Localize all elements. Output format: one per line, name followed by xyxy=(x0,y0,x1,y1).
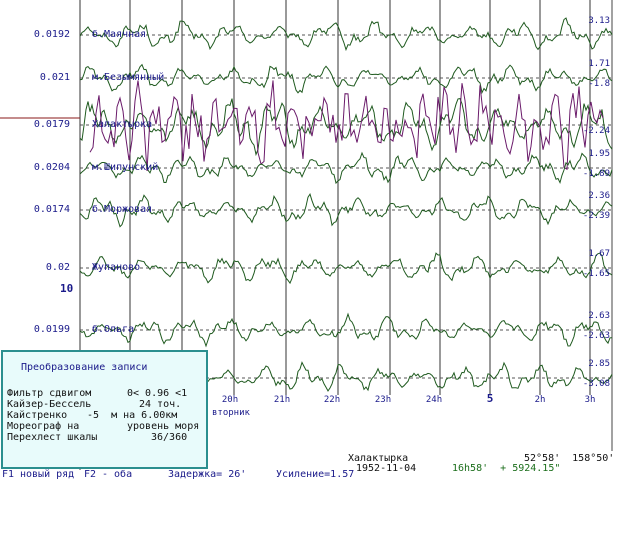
f1-label[interactable]: новый ряд xyxy=(20,469,75,480)
function-key-bar: F1 новый ряд F2 - оба Задержка= 26' Усил… xyxy=(0,470,640,480)
station-ampl-min: -2.63 xyxy=(583,331,610,341)
station-ampl-max: 1.67 xyxy=(588,249,610,259)
hour-tick-label: 5 xyxy=(487,392,494,405)
station-ampl-min: -3.08 xyxy=(583,379,610,389)
station-scale-label: 0.0174 xyxy=(34,204,70,215)
panel-row-mareograph-label: Мореограф на xyxy=(7,421,80,432)
day-marker-label: 10 xyxy=(60,282,73,295)
station-trace xyxy=(79,63,613,95)
station-ampl-max: 2.36 xyxy=(588,191,610,201)
hour-tick-label: 22h xyxy=(324,395,340,405)
station-info-box: Халактырка 52°58' 158°50' 1952-11-04 16h… xyxy=(344,451,640,474)
station-name-label[interactable]: м.Шипунский xyxy=(92,161,158,173)
f2-label[interactable]: - оба xyxy=(102,469,133,480)
station-ampl-max: 3.13 xyxy=(588,16,610,26)
station-ampl-min: -2.39 xyxy=(583,211,610,221)
delay-readout: Задержка= 26' xyxy=(168,469,247,480)
station-trace xyxy=(79,312,613,348)
station-ampl-max: 1.95 xyxy=(588,149,610,159)
station-scale-label: 0.02 xyxy=(46,262,70,273)
panel-row-mareograph-value[interactable]: уровень моря xyxy=(127,421,200,432)
hour-tick-label: 21h xyxy=(274,395,290,405)
station-scale-label: 0.021 xyxy=(40,72,70,83)
panel-title: Преобразование записи xyxy=(21,362,148,373)
transform-panel[interactable]: Преобразование записи Фильтр сдвигом 0< … xyxy=(1,350,208,469)
station-scale-label: 0.0204 xyxy=(34,162,70,173)
panel-row-kaistrenko-label: Кайстренко xyxy=(7,410,68,421)
hour-tick-label: 24h xyxy=(426,395,442,405)
panel-row-overlap-value[interactable]: 36/360 xyxy=(151,432,188,443)
station-scale-label: 0.0179 xyxy=(34,119,70,130)
panel-row-filter-value[interactable]: 0< 0.96 <1 xyxy=(127,388,188,399)
panel-row-kaistrenko-value[interactable]: -5 м на 6.00км xyxy=(87,410,178,421)
station-ampl-min: -1.89 xyxy=(583,169,610,179)
f1-key[interactable]: F1 xyxy=(2,469,15,480)
info-station: Халактырка xyxy=(348,453,409,464)
panel-row-overlap-label: Перехлест шкалы xyxy=(7,432,98,443)
station-name-label[interactable]: б.Ольга xyxy=(92,323,134,335)
station-ampl-min: -2.24 xyxy=(583,126,610,136)
station-scale-label: 0.0192 xyxy=(34,29,70,40)
station-ampl-max: 1.71 xyxy=(588,59,610,69)
station-ampl-max: 2.63 xyxy=(588,311,610,321)
panel-row-kaiser-value[interactable]: 24 точ. xyxy=(139,399,182,410)
station-labels: 0.0192 б.Маячная 3.13 0.021 м.Безымянный 1.71… xyxy=(34,16,610,418)
hour-tick-label: 23h xyxy=(375,395,391,405)
weekday-label: вторник xyxy=(212,408,251,418)
hour-tick-label: 20h xyxy=(222,395,238,405)
station-ampl-min: -1.65 xyxy=(583,269,610,279)
station-name-label[interactable]: Жупаново xyxy=(92,262,140,273)
station-name-label[interactable]: м.Безымянный xyxy=(92,71,164,83)
selected-station-trace[interactable] xyxy=(89,80,604,172)
station-trace xyxy=(79,17,613,52)
gain-readout: Усиление=1.57 xyxy=(276,469,355,480)
tide-gauge-plot[interactable]: 0.0192 б.Маячная 3.13 0.021 м.Безымянный 1.71… xyxy=(0,0,640,470)
station-trace xyxy=(79,252,613,285)
station-trace xyxy=(79,151,613,185)
hour-tick-label: 3h xyxy=(585,395,596,405)
station-scale-label: 0.0199 xyxy=(34,324,70,335)
station-trace xyxy=(79,98,613,157)
station-ampl-max: 2.85 xyxy=(588,359,610,369)
hour-tick-label: 2h xyxy=(535,395,546,405)
station-ampl-min: -1.8 xyxy=(588,79,610,89)
info-date: 1952-11-04 xyxy=(356,463,417,474)
f2-key[interactable]: F2 xyxy=(84,469,97,480)
info-coords: 52°58' 158°50' xyxy=(524,453,615,464)
info-time: 16h58' + 5924.15" xyxy=(452,463,561,474)
station-name-label[interactable]: б.Моржовая xyxy=(92,203,152,215)
station-name-label[interactable]: б.Маячная xyxy=(92,28,146,40)
panel-row-kaiser-label: Кайзер-Бессель xyxy=(7,399,92,410)
station-name-label[interactable]: Халактырка xyxy=(92,119,152,130)
station-trace xyxy=(79,193,613,228)
panel-row-filter-label: Фильтр сдвигом xyxy=(7,388,92,399)
